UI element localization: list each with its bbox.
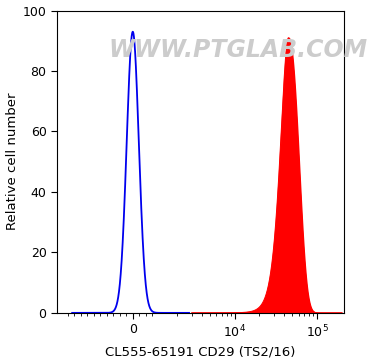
Text: WWW.PTGLAB.COM: WWW.PTGLAB.COM (108, 38, 367, 62)
Y-axis label: Relative cell number: Relative cell number (6, 93, 19, 230)
X-axis label: CL555-65191 CD29 (TS2/16): CL555-65191 CD29 (TS2/16) (105, 345, 295, 359)
